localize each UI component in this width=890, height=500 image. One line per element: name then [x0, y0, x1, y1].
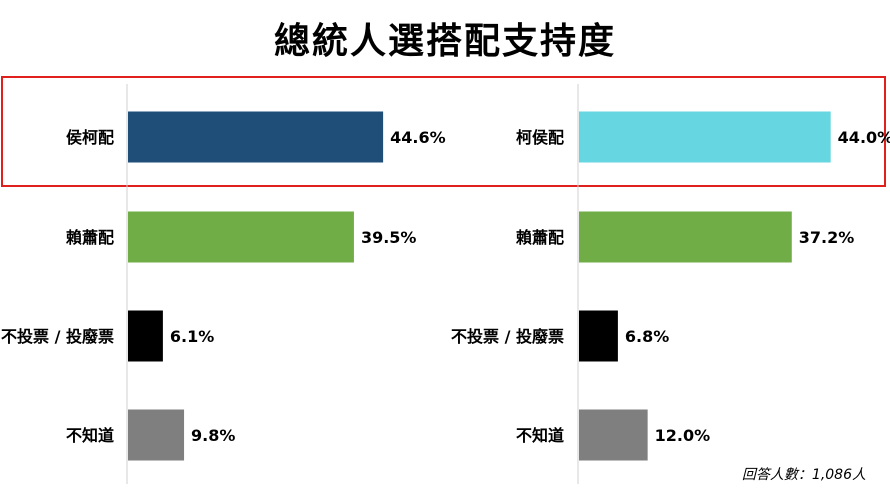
- category-label: 賴蕭配: [516, 228, 564, 247]
- value-label: 44.0%: [838, 128, 890, 147]
- chart-title: 總統人選搭配支持度: [273, 21, 616, 62]
- respondent-count-note: 回答人數：1,086人: [741, 467, 866, 483]
- value-label: 9.8%: [191, 426, 235, 445]
- value-label: 12.0%: [655, 426, 711, 445]
- value-label: 6.8%: [625, 327, 669, 346]
- bar: [579, 409, 648, 461]
- category-label: 不知道: [66, 426, 114, 445]
- bar: [128, 211, 354, 263]
- category-label: 柯侯配: [516, 128, 564, 147]
- value-label: 39.5%: [361, 228, 417, 247]
- bar: [128, 310, 163, 362]
- right-bar-chart: 柯侯配 44.0% 賴蕭配 37.2% 不投票 / 投廢票 6.8% 不知道 12.0%: [451, 84, 890, 484]
- value-label: 44.6%: [390, 128, 446, 147]
- value-label: 6.1%: [170, 327, 214, 346]
- category-label: 侯柯配: [66, 128, 114, 147]
- bar: [579, 211, 792, 263]
- value-label: 37.2%: [799, 228, 855, 247]
- bar: [579, 111, 831, 163]
- category-label: 不知道: [516, 426, 564, 445]
- highlight-box: [1, 76, 886, 187]
- left-bar-chart: 侯柯配 44.6% 賴蕭配 39.5% 不投票 / 投廢票 6.1% 不知道 9.8%: [1, 84, 446, 484]
- category-label: 不投票 / 投廢票: [451, 327, 564, 346]
- bar: [579, 310, 618, 362]
- bar: [128, 111, 384, 163]
- bar: [128, 409, 185, 461]
- category-label: 賴蕭配: [66, 228, 114, 247]
- category-label: 不投票 / 投廢票: [1, 327, 114, 346]
